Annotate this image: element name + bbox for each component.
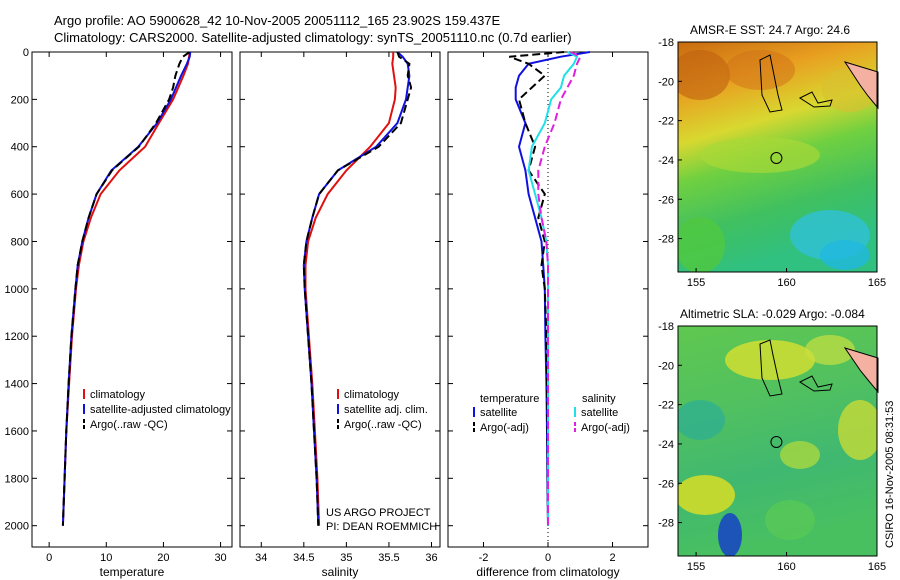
- temperature-legend-label: Argo(..raw -QC): [90, 419, 168, 431]
- temperature-profile-panel: 0 10 20 30 0 200 400 600 800 1000 1200 1400 1600 1800…: [5, 47, 233, 579]
- temperature-xtick-label: 10: [100, 552, 112, 564]
- difference-series-2: [527, 51, 579, 526]
- difference-xtick-label: -2: [479, 552, 489, 564]
- sla_map-ytick-label: -18: [658, 321, 674, 333]
- sst_map-ytick-label: -28: [658, 234, 674, 246]
- salinity-xtick-label: 34: [255, 552, 267, 564]
- sla-map-title: Altimetric SLA: -0.029 Argo: -0.084: [680, 307, 865, 321]
- depth-tick-label: 1200: [5, 331, 29, 343]
- sla_map-xtick-label: 160: [777, 561, 795, 573]
- difference-xtick-label: 0: [545, 552, 551, 564]
- temperature-series-1: [61, 51, 192, 526]
- sla_map-xtick-label: 155: [687, 561, 705, 573]
- salinity-xtick-label: 35.5: [378, 552, 399, 564]
- difference-legend-label: satellite: [480, 407, 517, 419]
- sst_map-ytick-label: -18: [658, 37, 674, 49]
- sla-map-panel: Altimetric SLA: -0.029 Argo: -0.084 155 1…: [658, 307, 886, 573]
- sst_map-ytick-label: -24: [658, 155, 674, 167]
- depth-tick-label: 400: [11, 142, 29, 154]
- sla_map-ytick-label: -22: [658, 400, 674, 412]
- difference-legend-label: satellite: [581, 407, 618, 419]
- difference-xlabel: difference from climatology: [476, 565, 619, 579]
- sla_map-ytick-label: -28: [658, 518, 674, 530]
- sst-axes: 155 160 165 -18 -20 -22 -24 -26 -28: [658, 37, 886, 289]
- sst-coastline-2: [798, 91, 833, 108]
- salinity-series-2: [302, 51, 413, 526]
- sla-coastline-land: [843, 347, 879, 394]
- salinity-series-1: [302, 51, 411, 526]
- temperature-xtick-label: 0: [46, 552, 52, 564]
- difference-series-0: [514, 51, 591, 526]
- salinity-xtick-label: 35: [340, 552, 352, 564]
- pi-annotation: PI: DEAN ROEMMICH: [326, 521, 437, 533]
- sst-map-panel: AMSR-E SST: 24.7 Argo: 24.6 155 160 165 -18…: [658, 23, 886, 289]
- salinity-xlabel: salinity: [322, 565, 359, 579]
- difference-series-3: [537, 51, 582, 526]
- temperature-series-0: [61, 51, 191, 526]
- header-line-2: Climatology: CARS2000. Satellite-adjuste…: [54, 30, 572, 45]
- temperature-xtick-label: 20: [157, 552, 169, 564]
- temperature-legend-label: climatology: [90, 389, 146, 401]
- temperature-xtick-label: 30: [214, 552, 226, 564]
- sst_map-xtick-label: 165: [868, 277, 886, 289]
- depth-tick-label: 800: [11, 236, 29, 248]
- sst-argo-marker: [770, 151, 783, 164]
- header-line-1: Argo profile: AO 5900628_42 10-Nov-2005 …: [54, 13, 501, 28]
- sst_map-ytick-label: -22: [658, 116, 674, 128]
- sla-axes: 155 160 165 -18 -20 -22 -24 -26 -28: [658, 321, 886, 573]
- salinity-legend-label: Argo(..raw -QC): [344, 419, 422, 431]
- salinity-series-0: [304, 52, 397, 526]
- sst-coastline-land: [843, 61, 879, 110]
- salinity-legend-label: climatology: [344, 389, 400, 401]
- depth-tick-label: 2000: [5, 521, 29, 533]
- sst_map-xtick-label: 155: [687, 277, 705, 289]
- salinity-xtick-label: 34.5: [293, 552, 314, 564]
- depth-tick-label: 1400: [5, 379, 29, 391]
- difference-series-1: [508, 51, 565, 526]
- depth-tick-label: 1800: [5, 473, 29, 485]
- legend-header-temperature: temperature: [480, 393, 539, 405]
- side-timestamp: CSIRO 16-Nov-2005 08:31:53: [884, 401, 896, 548]
- temperature-frame: [31, 51, 233, 548]
- depth-tick-label: 1600: [5, 426, 29, 438]
- salinity-profile-panel: 34 34.5 35 35.5 36 salinity climatology satelli…: [239, 51, 441, 579]
- depth-tick-label: 0: [23, 47, 29, 59]
- temperature-legend-label: satellite-adjusted climatology: [90, 404, 231, 416]
- salinity-xtick-label: 36: [425, 552, 437, 564]
- legend-header-salinity: salinity: [582, 393, 616, 405]
- sla-patches: [678, 335, 877, 556]
- sla_map-ytick-label: -24: [658, 439, 674, 451]
- sla-argo-marker: [770, 435, 783, 448]
- salinity-legend-label: satellite adj. clim.: [344, 404, 428, 416]
- temperature-series-2: [61, 51, 191, 526]
- difference-xtick-label: 2: [609, 552, 615, 564]
- sst_map-ytick-label: -26: [658, 194, 674, 206]
- sst_map-xtick-label: 160: [777, 277, 795, 289]
- sla_map-ytick-label: -26: [658, 478, 674, 490]
- sla_map-xtick-label: 165: [868, 561, 886, 573]
- sst-coastline-1: [759, 54, 783, 113]
- sst_map-ytick-label: -20: [658, 76, 674, 88]
- project-annotation: US ARGO PROJECT: [326, 507, 431, 519]
- difference-legend-label: Argo(-adj): [480, 422, 529, 434]
- sla-coastline-1: [759, 339, 783, 397]
- sla-coastline-2: [798, 375, 833, 392]
- depth-tick-label: 1000: [5, 284, 29, 296]
- depth-tick-label: 200: [11, 94, 29, 106]
- temperature-xlabel: temperature: [100, 565, 165, 579]
- sst-map-title: AMSR-E SST: 24.7 Argo: 24.6: [690, 23, 850, 37]
- depth-tick-label: 600: [11, 189, 29, 201]
- sla_map-ytick-label: -20: [658, 360, 674, 372]
- difference-legend-label: Argo(-adj): [581, 422, 630, 434]
- salinity-frame: [239, 51, 441, 548]
